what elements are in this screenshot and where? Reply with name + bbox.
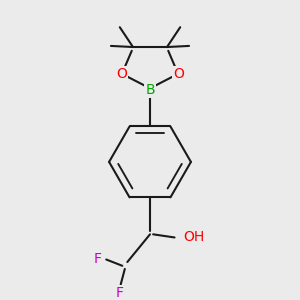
Text: OH: OH xyxy=(183,230,204,244)
Text: O: O xyxy=(173,67,184,81)
Text: F: F xyxy=(116,286,124,300)
Text: B: B xyxy=(145,82,155,97)
Text: O: O xyxy=(116,67,127,81)
Text: F: F xyxy=(93,253,101,266)
